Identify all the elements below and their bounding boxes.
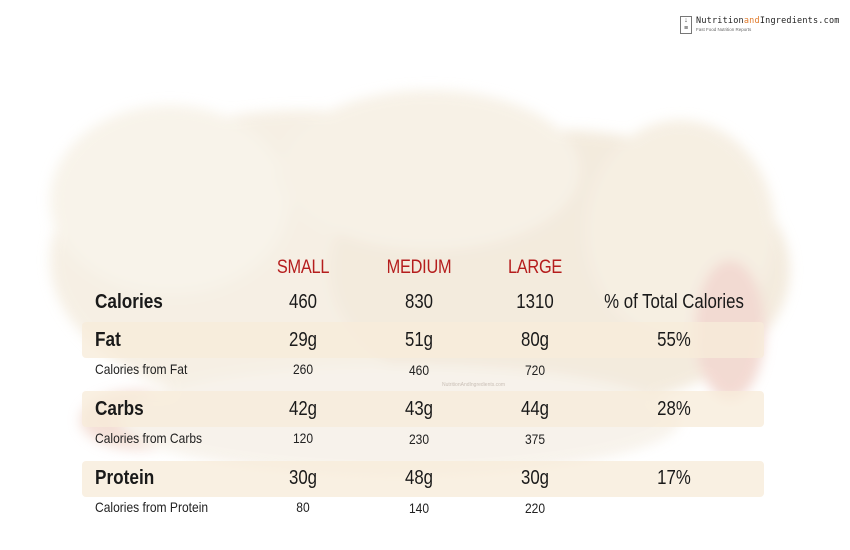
ingredient-list-icon: ↓ ≡ — [680, 16, 692, 34]
carbs-row-band — [82, 391, 764, 427]
protein-small: 30g — [288, 467, 318, 489]
calories-from-carbs-small: 120 — [292, 430, 314, 446]
site-logo[interactable]: ↓ ≡ NutritionandIngredients.com Fast Food… — [680, 16, 840, 34]
calories-small: 460 — [288, 291, 318, 313]
calories-from-fat-large: 720 — [524, 362, 546, 378]
fat-row-band — [82, 322, 764, 358]
protein-medium: 48g — [404, 467, 434, 489]
calories-label: Calories — [95, 291, 163, 313]
size-header-medium: MEDIUM — [386, 257, 452, 278]
size-header-small: SMALL — [276, 257, 330, 278]
calories-large: 1310 — [516, 291, 554, 313]
protein-label: Protein — [95, 467, 155, 489]
fat-small: 29g — [288, 329, 318, 351]
carbs-percent: 28% — [657, 398, 691, 420]
carbs-small: 42g — [288, 398, 318, 420]
calories-from-protein-large: 220 — [524, 500, 546, 516]
fat-large: 80g — [520, 329, 550, 351]
logo-tagline: Fast Food Nutrition Reports — [696, 27, 752, 32]
calories-from-fat-small: 260 — [292, 361, 314, 377]
watermark-text: NutritionAndIngredients.com — [442, 382, 506, 388]
protein-row-band — [82, 461, 764, 497]
carbs-medium: 43g — [404, 398, 434, 420]
calories-from-fat-label: Calories from Fat — [95, 361, 188, 377]
carbs-label: Carbs — [95, 398, 144, 420]
calories-from-protein-label: Calories from Protein — [95, 499, 209, 515]
calories-medium: 830 — [404, 291, 434, 313]
pct-total-calories-header: % of Total Calories — [604, 291, 744, 313]
calories-from-protein-small: 80 — [296, 499, 310, 515]
calories-from-fat-medium: 460 — [408, 362, 430, 378]
logo-name: NutritionandIngredients.com — [696, 16, 840, 26]
protein-large: 30g — [520, 467, 550, 489]
calories-from-carbs-medium: 230 — [408, 431, 430, 447]
calories-from-carbs-large: 375 — [524, 431, 546, 447]
size-header-large: LARGE — [507, 257, 563, 278]
fat-percent: 55% — [657, 329, 691, 351]
carbs-large: 44g — [520, 398, 550, 420]
calories-from-carbs-label: Calories from Carbs — [95, 430, 203, 446]
fat-label: Fat — [95, 329, 121, 351]
protein-percent: 17% — [657, 467, 691, 489]
fat-medium: 51g — [404, 329, 434, 351]
calories-from-protein-medium: 140 — [408, 500, 430, 516]
